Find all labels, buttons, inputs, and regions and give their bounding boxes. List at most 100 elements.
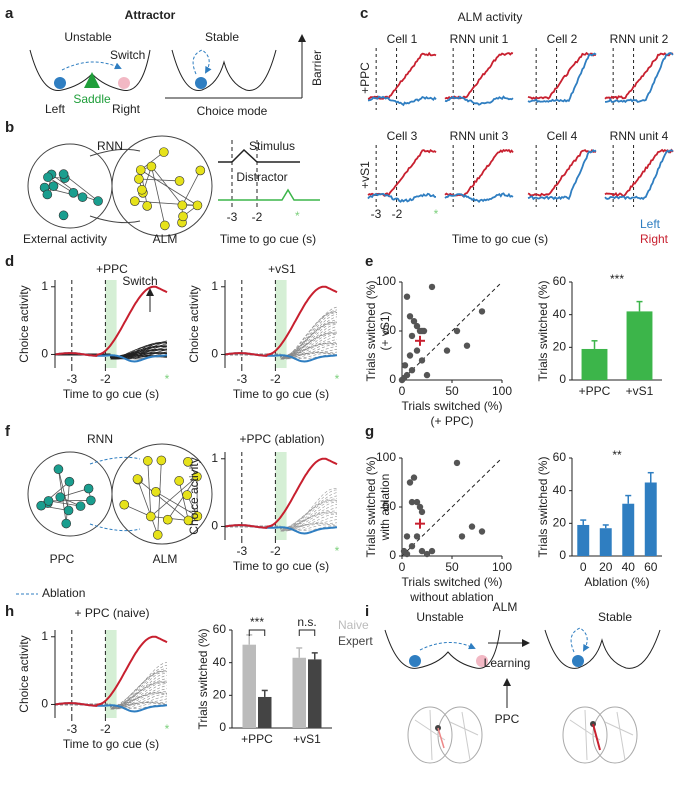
x-tick-label: 40 [622, 560, 636, 574]
label: Left [45, 102, 66, 116]
network-node [174, 176, 185, 186]
scatter-point [453, 459, 461, 467]
identity-line [401, 457, 503, 557]
network-node [135, 165, 146, 175]
network-node [192, 471, 202, 482]
network-node [48, 181, 59, 191]
y-tick-label: 0 [41, 347, 48, 361]
trace [54, 635, 168, 707]
y-tick-label: 100 [376, 274, 396, 288]
plot-title: + PPC (naive) [74, 606, 149, 620]
y-tick-label: 20 [213, 688, 227, 702]
network-node [86, 495, 96, 506]
label: Stable [598, 610, 632, 624]
network-node [195, 165, 206, 176]
trace [444, 148, 514, 197]
column-header: Cell 4 [547, 129, 578, 143]
y-tick-label: 0 [211, 347, 218, 361]
y-axis-label: Barrier [310, 50, 324, 86]
y-axis-label: Choice activity [17, 285, 31, 362]
network-edge [65, 481, 70, 524]
network-node [146, 511, 156, 522]
trace [527, 149, 597, 201]
trace [604, 52, 674, 101]
bar [258, 696, 272, 728]
network-edge [140, 151, 165, 171]
y-axis-label: Trials switched (%) [536, 457, 550, 558]
label: PPC [50, 552, 75, 566]
network-node [151, 487, 161, 497]
trace [224, 523, 338, 531]
network-node [146, 161, 157, 172]
x-tick-label: -3 [236, 372, 247, 386]
bar [292, 657, 306, 728]
network-node [156, 455, 167, 466]
scatter-point [401, 362, 409, 369]
network-node [142, 201, 153, 211]
network-node [177, 200, 188, 211]
trace [224, 489, 338, 530]
trace [225, 311, 338, 357]
x-tick-label: -2 [270, 544, 281, 558]
network-node [55, 492, 66, 502]
legend-label: Ablation [42, 586, 85, 600]
network-node [63, 505, 74, 516]
scatter-point [413, 533, 421, 540]
panel-letter: h [5, 603, 14, 620]
network-node [75, 501, 86, 511]
legend-label: Left [640, 217, 661, 231]
scatter-point [403, 533, 411, 540]
network-node [43, 172, 53, 183]
y-axis-label: Trials switched (%) [364, 281, 378, 382]
y-tick-label: 20 [553, 516, 567, 530]
network-node [178, 211, 188, 222]
bar [599, 528, 612, 556]
title: Attractor [125, 8, 176, 22]
x-tick-label: +PPC [579, 384, 611, 398]
scatter-point [403, 293, 411, 300]
scatter-point [403, 371, 411, 379]
significance: n.s. [297, 615, 316, 629]
network-edge [178, 480, 189, 521]
network-node [192, 511, 203, 522]
trace [604, 149, 674, 201]
x-tick-label: -3 [227, 210, 238, 224]
x-tick-label: 50 [445, 384, 459, 398]
y-tick-label: 0 [219, 720, 226, 734]
y-axis-label: Trials switched (%) [536, 281, 550, 382]
column-header: RNN unit 2 [610, 32, 669, 46]
panel-letter: g [365, 423, 374, 440]
network-node [134, 174, 144, 184]
scatter-point [420, 327, 428, 335]
network-node [77, 192, 88, 202]
network-edge [137, 479, 189, 521]
bar [308, 659, 322, 728]
network-edge [151, 166, 183, 206]
annotation: Switch [122, 274, 157, 288]
column-header: RNN unit 1 [450, 32, 509, 46]
scatter-point [478, 308, 486, 315]
significance: *** [250, 615, 264, 629]
scatter-point [418, 508, 426, 516]
network-node [119, 499, 130, 510]
y-tick-label: 60 [213, 622, 227, 636]
network-edge [140, 169, 198, 206]
trace [55, 685, 168, 709]
x-tick-label: 60 [644, 560, 658, 574]
trace [224, 457, 338, 529]
network-node [61, 518, 72, 529]
label: ALM [493, 600, 518, 614]
scatter-point [418, 547, 426, 555]
network-edge [124, 504, 151, 517]
network-edge [150, 476, 198, 517]
scatter-point [410, 318, 418, 325]
trace [444, 192, 514, 203]
y-axis-label: Trials switched (%) [364, 457, 378, 558]
x-tick-label: -3 [66, 722, 77, 736]
x-tick-label: 0 [399, 384, 406, 398]
network-node [182, 490, 192, 500]
label: ALM [153, 552, 178, 566]
x-axis-label: Time to go cue (s) [233, 387, 329, 401]
trace [54, 702, 168, 710]
scatter-point [406, 352, 414, 359]
